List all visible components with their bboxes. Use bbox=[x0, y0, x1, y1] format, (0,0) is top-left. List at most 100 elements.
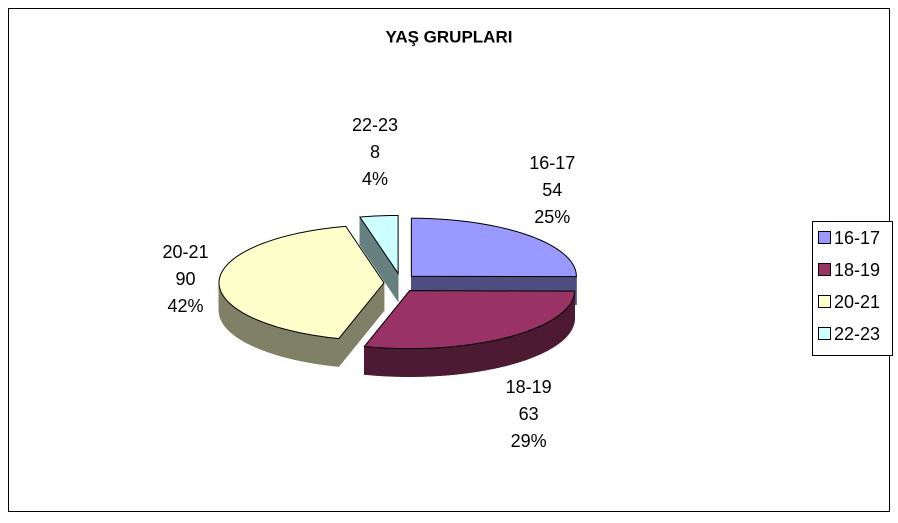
slice-side bbox=[269, 324, 272, 353]
slice-side bbox=[488, 341, 492, 370]
slice-side bbox=[480, 342, 484, 371]
slice-side bbox=[388, 348, 392, 376]
slice-side bbox=[550, 320, 552, 349]
slice-side bbox=[308, 334, 312, 363]
slice-side bbox=[368, 347, 372, 375]
slice-side bbox=[291, 331, 294, 360]
slice-side bbox=[484, 342, 488, 371]
slice-side bbox=[275, 326, 278, 355]
data-label-percent: 42% bbox=[168, 296, 204, 316]
slice-side bbox=[465, 345, 469, 374]
slice-side bbox=[538, 326, 541, 355]
slice-side bbox=[298, 332, 302, 361]
slice-side bbox=[509, 336, 512, 365]
slice-side bbox=[258, 320, 261, 349]
slice-side bbox=[505, 337, 508, 366]
slice-side bbox=[281, 328, 284, 357]
slice-side bbox=[323, 337, 327, 366]
slice-side bbox=[469, 344, 473, 373]
data-label-category: 22-23 bbox=[352, 115, 398, 135]
data-label-percent: 4% bbox=[362, 169, 388, 189]
slice-side bbox=[239, 311, 241, 340]
slice-side bbox=[425, 348, 429, 376]
slice-side bbox=[316, 336, 320, 365]
slice-side bbox=[450, 347, 454, 375]
slice-side bbox=[524, 331, 527, 360]
slice-side bbox=[541, 325, 543, 354]
slice-side bbox=[372, 347, 376, 375]
slice-side bbox=[376, 347, 380, 375]
slice-side bbox=[241, 312, 243, 341]
legend-swatch bbox=[819, 328, 831, 340]
slice-side bbox=[438, 348, 442, 376]
slice-side bbox=[287, 330, 290, 359]
slice-side bbox=[413, 349, 417, 377]
slice-side bbox=[446, 347, 450, 375]
slice-side bbox=[518, 333, 521, 362]
legend-label: 22-23 bbox=[834, 324, 880, 344]
slice-side bbox=[255, 319, 258, 348]
slice-side bbox=[461, 345, 465, 373]
slice-side bbox=[545, 322, 547, 351]
slice-side bbox=[393, 348, 397, 376]
slice-side bbox=[266, 323, 269, 352]
slice-side bbox=[301, 333, 305, 362]
slice-side bbox=[250, 317, 252, 346]
slice-side bbox=[272, 325, 275, 354]
slice-side bbox=[319, 336, 323, 365]
slice-side bbox=[433, 348, 437, 376]
slice-side bbox=[364, 346, 368, 374]
data-label-value: 54 bbox=[542, 180, 562, 200]
slice-side bbox=[473, 344, 477, 373]
slice-side bbox=[530, 329, 533, 358]
legend-label: 20-21 bbox=[834, 292, 880, 312]
slice-side bbox=[243, 313, 245, 342]
slice-side bbox=[535, 327, 538, 356]
data-label-category: 18-19 bbox=[506, 377, 552, 397]
slice-side bbox=[429, 348, 433, 376]
slice-side bbox=[515, 334, 518, 363]
slice-side bbox=[294, 331, 297, 360]
slice-side bbox=[245, 314, 247, 343]
slice-side bbox=[401, 349, 405, 377]
data-label-value: 8 bbox=[370, 142, 380, 162]
slice-side bbox=[491, 340, 495, 369]
data-label-value: 63 bbox=[519, 404, 539, 424]
slice-side bbox=[327, 337, 331, 365]
slice-side bbox=[502, 338, 505, 367]
slice-side bbox=[417, 349, 421, 377]
slice-side bbox=[527, 330, 530, 359]
slice-side bbox=[543, 324, 545, 353]
slice-side bbox=[458, 346, 462, 374]
slice-side bbox=[548, 321, 550, 350]
legend-label: 16-17 bbox=[834, 228, 880, 248]
slice-side bbox=[252, 318, 255, 347]
legend-label: 18-19 bbox=[834, 260, 880, 280]
slice-side bbox=[533, 328, 536, 357]
slice-side bbox=[380, 348, 384, 376]
slice-side bbox=[384, 348, 388, 376]
slice-side bbox=[421, 348, 425, 376]
slice-side bbox=[312, 335, 316, 364]
data-label-percent: 29% bbox=[511, 431, 547, 451]
data-label-category: 20-21 bbox=[163, 242, 209, 262]
slice-side bbox=[405, 349, 409, 377]
slice-side bbox=[552, 319, 554, 348]
slice-side bbox=[260, 321, 263, 350]
data-label-value: 90 bbox=[176, 269, 196, 289]
slice-side bbox=[397, 349, 401, 377]
data-label-category: 16-17 bbox=[529, 153, 575, 173]
slice-side bbox=[512, 335, 515, 364]
slice-side bbox=[284, 329, 287, 358]
slice-side bbox=[498, 339, 501, 368]
slice-side bbox=[521, 332, 524, 361]
slice-side bbox=[331, 338, 335, 366]
slice-side bbox=[278, 327, 281, 356]
slice-side bbox=[477, 343, 481, 372]
slice-side bbox=[335, 338, 339, 366]
slice-side bbox=[248, 315, 250, 344]
slice-side bbox=[263, 322, 266, 351]
slice-side bbox=[495, 340, 498, 369]
slice-side bbox=[305, 334, 309, 363]
